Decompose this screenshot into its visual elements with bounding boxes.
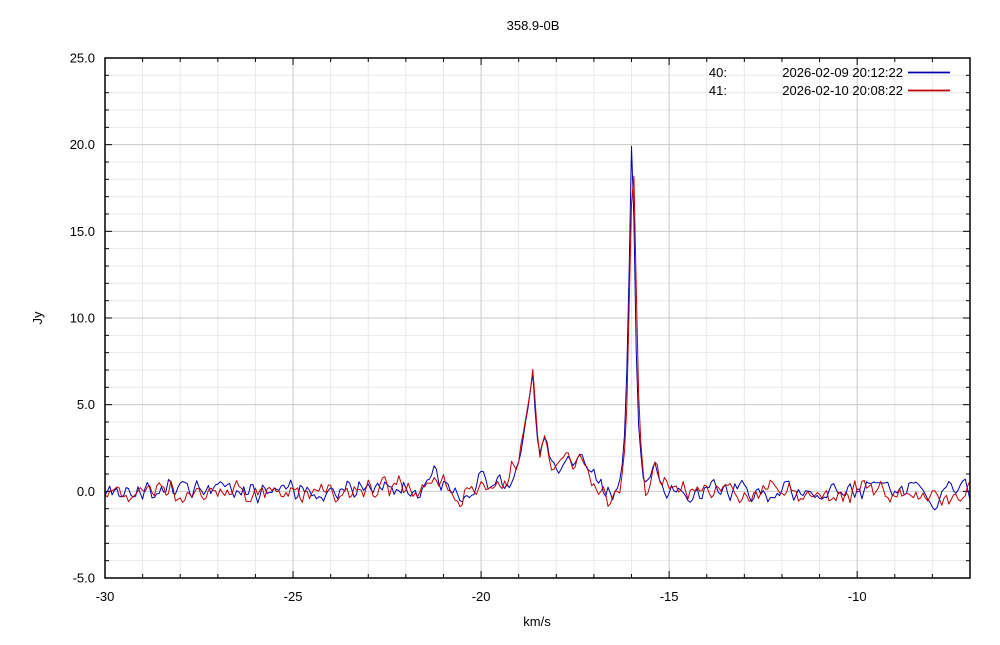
- y-axis-label: Jy: [30, 311, 45, 325]
- legend-entry-index: 40:: [709, 65, 727, 80]
- legend-entry-index: 41:: [709, 83, 727, 98]
- label-layer: 358.9-0B km/s Jy: [30, 18, 559, 629]
- legend: 40: 2026-02-09 20:12:22 41: 2026-02-10 20:0…: [709, 65, 950, 98]
- series-line-41: [104, 175, 971, 508]
- x-tick-label: -15: [660, 589, 679, 604]
- grid-layer: [105, 58, 970, 578]
- x-tick-label: -20: [472, 589, 491, 604]
- legend-entry-datetime: 2026-02-10 20:08:22: [782, 83, 903, 98]
- y-tick-label: 10.0: [70, 311, 95, 326]
- legend-entry-datetime: 2026-02-09 20:12:22: [782, 65, 903, 80]
- y-tick-label: 5.0: [77, 397, 95, 412]
- tick-layer: -30 -25 -20 -15 -10 -5.0 0.0 5.0 10.0 15.0 20.0 25.…: [70, 51, 971, 604]
- x-tick-label: -30: [96, 589, 115, 604]
- y-tick-label: 25.0: [70, 51, 95, 66]
- x-tick-label: -25: [284, 589, 303, 604]
- y-tick-label: -5.0: [73, 571, 95, 586]
- series-layer: [104, 145, 971, 511]
- y-tick-label: 15.0: [70, 224, 95, 239]
- x-tick-label: -10: [848, 589, 867, 604]
- y-tick-label: 0.0: [77, 484, 95, 499]
- x-axis-label: km/s: [523, 614, 551, 629]
- plot-border: [104, 57, 971, 579]
- y-tick-label: 20.0: [70, 137, 95, 152]
- series-line-40: [104, 145, 971, 511]
- chart-title: 358.9-0B: [507, 18, 560, 33]
